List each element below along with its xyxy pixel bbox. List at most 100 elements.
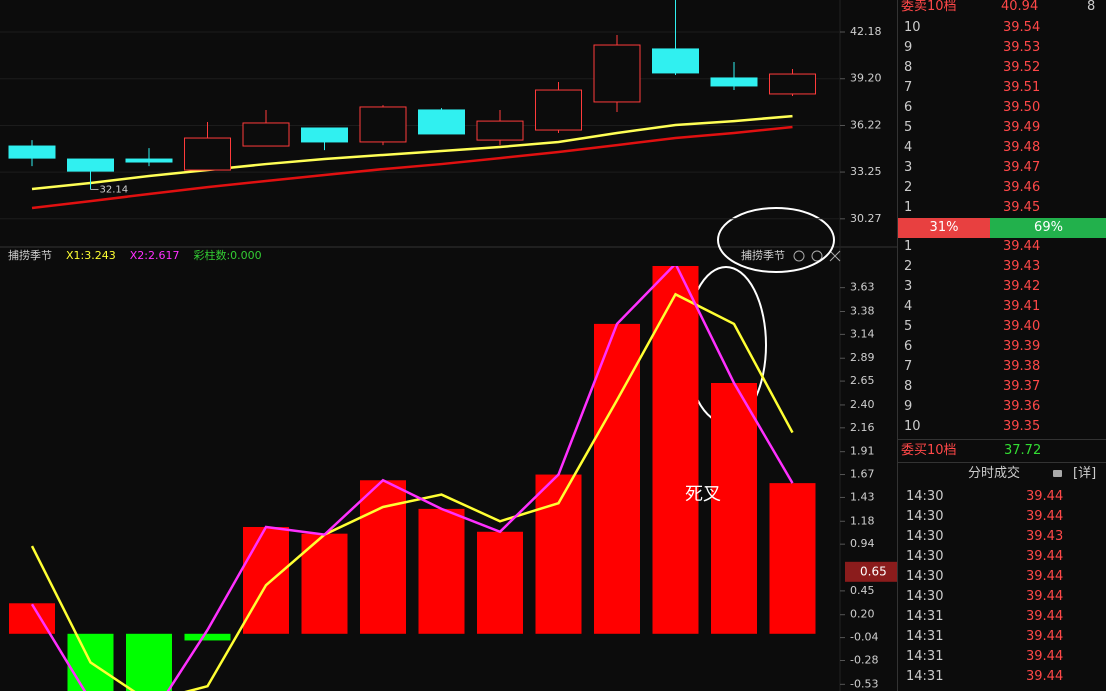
ask-price: 39.45	[1003, 200, 1041, 215]
y-tick-label: 0.20	[850, 608, 875, 621]
y-tick-label: 3.38	[850, 304, 875, 317]
trades-title: 分时成交	[968, 466, 1021, 481]
y-tick-label: 1.18	[850, 514, 875, 527]
legend-entry: X1:3.243	[66, 249, 116, 262]
bid-level: 5	[904, 319, 913, 334]
candle-body	[769, 73, 816, 95]
bid-ref: 37.72	[1004, 443, 1042, 458]
trade-price: 39.44	[1026, 669, 1064, 684]
bid-price: 39.39	[1003, 339, 1041, 354]
trade-price: 39.43	[1026, 529, 1064, 544]
bar	[535, 474, 582, 634]
trade-time: 14:31	[906, 649, 944, 664]
bar	[594, 323, 640, 634]
candle-body	[242, 122, 290, 147]
trade-time: 14:31	[906, 669, 944, 684]
close-icon[interactable]	[829, 250, 841, 262]
ask-level: 7	[904, 80, 913, 95]
ask-level: 1	[904, 200, 913, 215]
candle-body	[710, 77, 758, 87]
help-icon[interactable]	[811, 250, 823, 262]
bid-price: 39.44	[1003, 239, 1041, 254]
y-tick-label: 3.14	[850, 327, 875, 340]
settings-icon[interactable]	[793, 250, 805, 262]
cursor-label: 0.65	[860, 564, 887, 578]
y-tick-label: 36.22	[850, 118, 882, 131]
annotation: 32.14	[100, 184, 129, 195]
candle-body	[652, 48, 699, 74]
candle-body	[593, 44, 641, 103]
y-tick-label: 42.18	[850, 25, 882, 38]
candle-body	[476, 120, 524, 141]
ask-level: 2	[904, 180, 913, 195]
bid-level: 4	[904, 299, 913, 314]
highlight-ellipse	[717, 207, 835, 273]
trade-time: 14:30	[906, 529, 944, 544]
trade-time: 14:30	[906, 509, 944, 524]
trade-price: 39.44	[1026, 649, 1064, 664]
indicator-title: 捕捞季节	[8, 248, 52, 262]
candle-body	[184, 137, 231, 171]
bar	[711, 383, 757, 634]
annotation: 死叉	[685, 484, 721, 505]
y-tick-label: 30.27	[850, 212, 882, 225]
candle-body	[67, 158, 114, 172]
bid-level: 9	[904, 399, 913, 414]
bid-level: 7	[904, 359, 913, 374]
ask-price: 39.49	[1003, 120, 1041, 135]
y-tick-label: 33.25	[850, 165, 882, 178]
ask-price: 39.47	[1003, 160, 1041, 175]
ask-level: 8	[904, 60, 913, 75]
trade-time: 14:31	[906, 609, 944, 624]
trades-detail[interactable]: [详]	[1073, 466, 1097, 481]
trade-time: 14:30	[906, 569, 944, 584]
candle-body	[8, 145, 56, 159]
y-tick-label: -0.28	[850, 653, 878, 666]
bid-level: 8	[904, 379, 913, 394]
bid-level: 3	[904, 279, 913, 294]
trade-time: 14:30	[906, 489, 944, 504]
bar	[652, 266, 699, 634]
ratio-buy: 69%	[990, 218, 1106, 238]
ask-price: 39.50	[1003, 100, 1041, 115]
y-tick-label: 2.89	[850, 351, 875, 364]
ask-level: 4	[904, 140, 913, 155]
bar	[769, 483, 816, 634]
bid-level: 1	[904, 239, 913, 254]
y-tick-label: 3.63	[850, 281, 875, 294]
bar	[418, 508, 465, 634]
y-tick-label: 2.40	[850, 398, 875, 411]
chart-area: 捕捞季节 捕捞季节 42.18 39.20 36.22 33.25 30.27 32.14…	[0, 0, 897, 691]
trade-price: 39.44	[1026, 569, 1064, 584]
y-tick-label: 0.45	[850, 584, 875, 597]
ask-price: 39.51	[1003, 80, 1041, 95]
bid-level: 6	[904, 339, 913, 354]
candle-body	[359, 106, 407, 143]
bar	[243, 526, 289, 634]
candles	[8, 0, 816, 210]
bid-price: 39.43	[1003, 259, 1041, 274]
bar	[477, 531, 523, 634]
divider	[898, 462, 1106, 463]
ratio-sell: 31%	[898, 218, 990, 238]
ask-level: 10	[904, 20, 921, 35]
indicator	[9, 266, 816, 691]
ask-level: 3	[904, 160, 913, 175]
lock-icon	[1053, 470, 1062, 477]
order-panel: 委卖10档 40.94 8 10 39.54 9 39.53 8 39.52 7 39.51 6 39.…	[897, 0, 1106, 691]
trade-price: 39.44	[1026, 489, 1064, 504]
bid-price: 39.35	[1003, 419, 1041, 434]
line-series	[30, 266, 794, 691]
ask-title: 委卖10档	[901, 0, 957, 14]
bid-price: 39.36	[1003, 399, 1041, 414]
y-tick-label: 1.43	[850, 490, 875, 503]
ask-price: 39.48	[1003, 140, 1041, 155]
ask-level: 5	[904, 120, 913, 135]
line-series	[31, 114, 793, 191]
y-tick-label: -0.04	[850, 631, 878, 644]
bid-price: 39.42	[1003, 279, 1041, 294]
y-tick-label: 0.94	[850, 537, 875, 550]
trade-price: 39.44	[1026, 549, 1064, 564]
ask-price: 39.46	[1003, 180, 1041, 195]
